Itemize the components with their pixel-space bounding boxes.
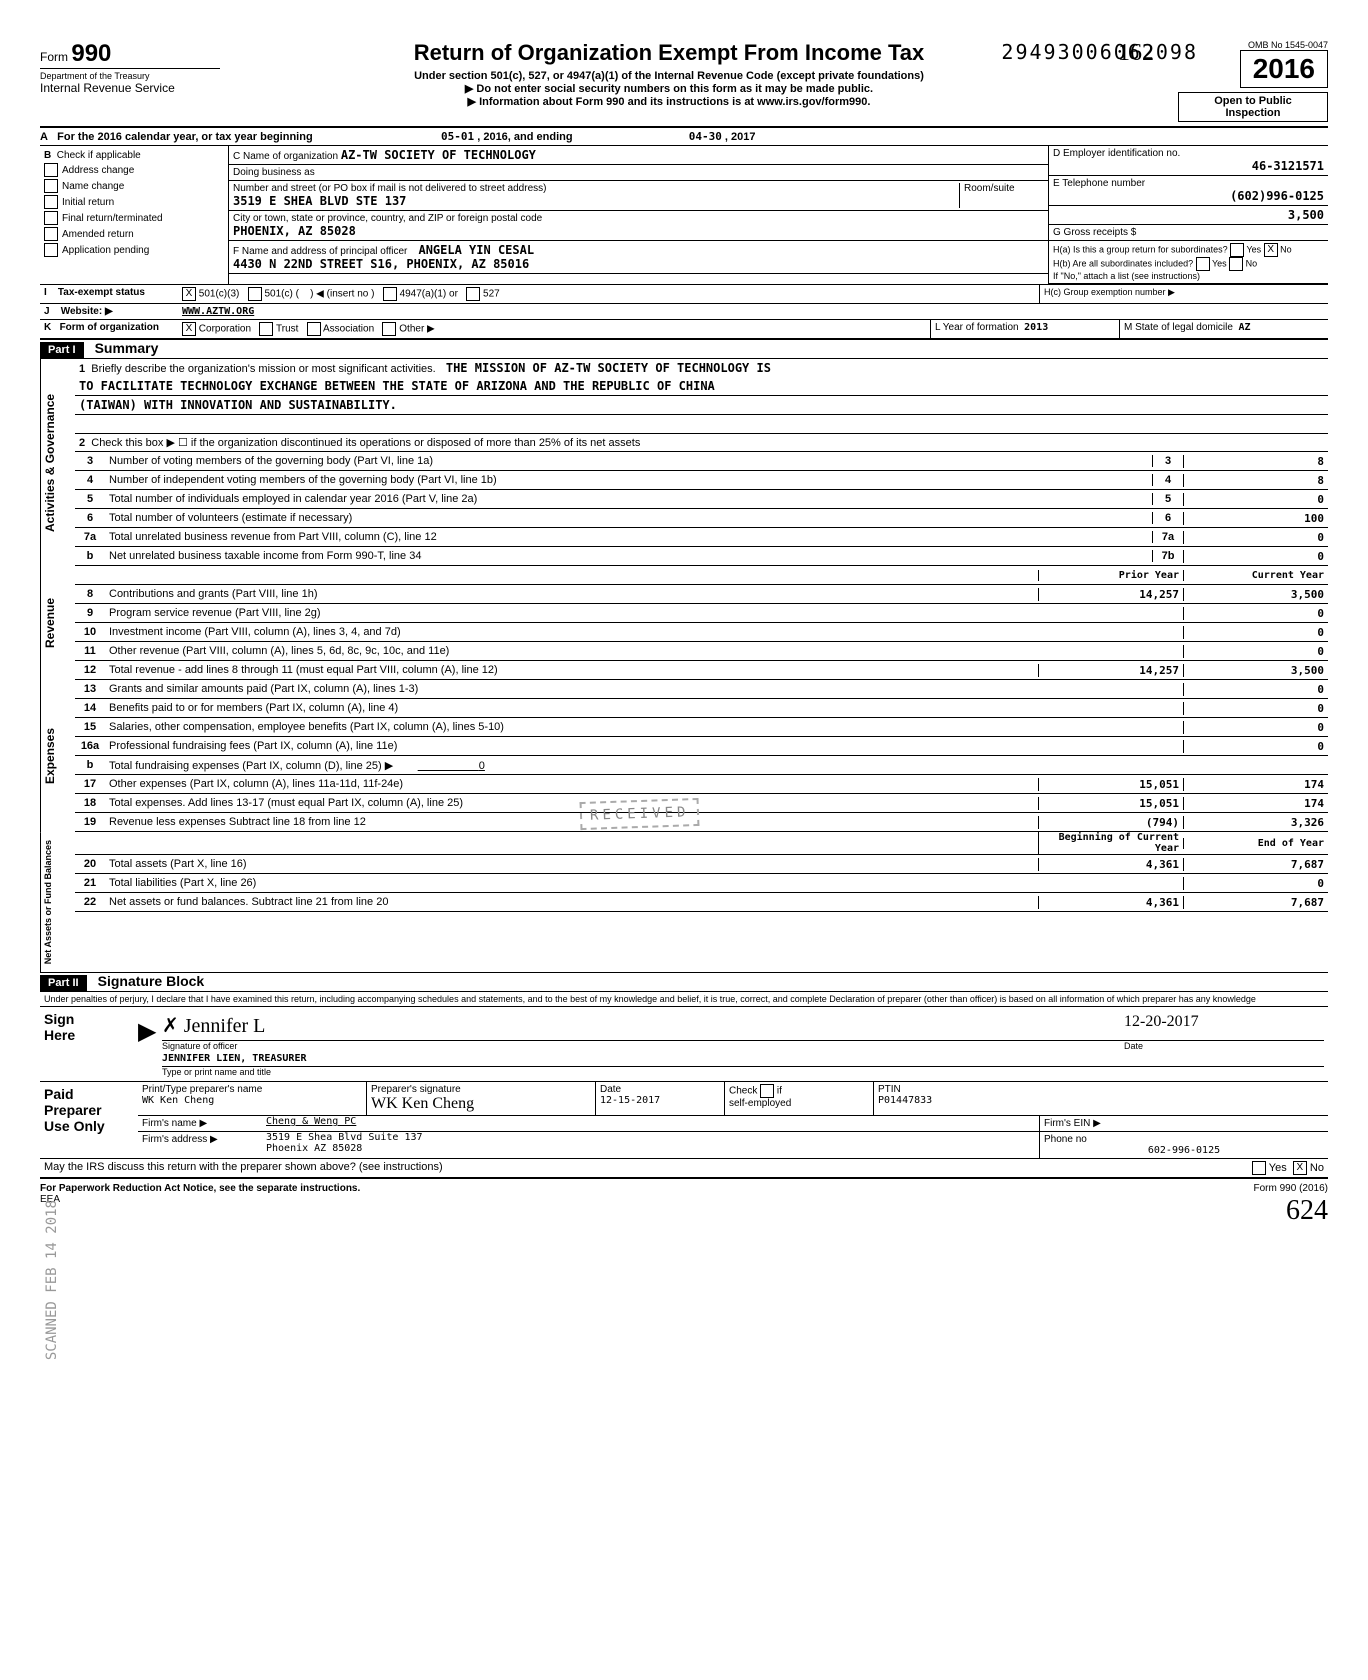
website: WWW.AZTW.ORG (178, 304, 1328, 319)
firm-addr2: Phoenix AZ 85028 (266, 1143, 1039, 1154)
phone: (602)996-0125 (1053, 189, 1324, 203)
subtitle-3: ▶ Information about Form 990 and its ins… (220, 95, 1118, 108)
checkbox-self-employed[interactable] (760, 1084, 774, 1098)
perjury-statement: Under penalties of perjury, I declare th… (40, 992, 1328, 1007)
row-k: K Form of organization X Corporation Tru… (40, 320, 1328, 339)
checkbox-ha-yes[interactable] (1230, 243, 1244, 257)
open-public: Open to Public (1214, 95, 1292, 107)
checkbox-amended[interactable] (44, 227, 58, 241)
checkbox-initial-return[interactable] (44, 195, 58, 209)
section-b: B Check if applicable Address change Nam… (40, 146, 229, 284)
netassets-section: Net Assets or Fund Balances Beginning of… (40, 832, 1328, 972)
row-a: A For the 2016 calendar year, or tax yea… (40, 128, 1328, 146)
checkbox-corporation[interactable]: X (182, 322, 196, 336)
preparer-name: WK Ken Cheng (142, 1095, 214, 1106)
subtitle-2: ▶ Do not enter social security numbers o… (220, 82, 1118, 95)
sign-here: SignHere ▶ ✗ Jennifer L 12-20-2017 Signa… (40, 1007, 1328, 1082)
part-2-header: Part II Signature Block (40, 972, 1328, 992)
line-20: 20Total assets (Part X, line 16)4,3617,6… (75, 855, 1328, 874)
governance-section: Activities & Governance 1 Briefly descri… (40, 359, 1328, 566)
checkbox-527[interactable] (466, 287, 480, 301)
line-13: 13Grants and similar amounts paid (Part … (75, 680, 1328, 699)
line-4: 4Number of independent voting members of… (75, 471, 1328, 490)
discuss-row: May the IRS discuss this return with the… (40, 1159, 1328, 1179)
row-i: I Tax-exempt status X 501(c)(3) 501(c) (… (40, 285, 1328, 304)
line-15: 15Salaries, other compensation, employee… (75, 718, 1328, 737)
firm-addr1: 3519 E Shea Blvd Suite 137 (266, 1132, 1039, 1143)
line-21: 21Total liabilities (Part X, line 26)0 (75, 874, 1328, 893)
line-7b: bNet unrelated business taxable income f… (75, 547, 1328, 566)
checkbox-application-pending[interactable] (44, 243, 58, 257)
line-3: 3Number of voting members of the governi… (75, 452, 1328, 471)
org-name: AZ-TW SOCIETY OF TECHNOLOGY (341, 148, 536, 162)
entity-info-grid: B Check if applicable Address change Nam… (40, 146, 1328, 285)
checkbox-hb-no[interactable] (1229, 257, 1243, 271)
checkbox-4947[interactable] (383, 287, 397, 301)
checkbox-discuss-no[interactable]: X (1293, 1161, 1307, 1175)
inspection: Inspection (1225, 107, 1280, 119)
line-16b: bTotal fundraising expenses (Part IX, co… (75, 756, 1328, 775)
row-j-k: J Website: ▶ WWW.AZTW.ORG (40, 304, 1328, 320)
preparer-signature[interactable]: WK Ken Cheng (371, 1095, 474, 1112)
ein: 46-3121571 (1053, 159, 1324, 173)
checkbox-other[interactable] (382, 322, 396, 336)
subtitle-1: Under section 501(c), 527, or 4947(a)(1)… (220, 70, 1118, 82)
org-address: 3519 E SHEA BLVD STE 137 (233, 194, 406, 208)
line-11: 11Other revenue (Part VIII, column (A), … (75, 642, 1328, 661)
sign-date: 12-20-2017 (1124, 1013, 1324, 1038)
checkbox-501c[interactable] (248, 287, 262, 301)
line-10: 10Investment income (Part VIII, column (… (75, 623, 1328, 642)
line-12: 12Total revenue - add lines 8 through 11… (75, 661, 1328, 680)
officer-signature[interactable]: ✗ Jennifer L (162, 1013, 1124, 1038)
line-9: 9Program service revenue (Part VIII, lin… (75, 604, 1328, 623)
checkbox-name-change[interactable] (44, 179, 58, 193)
form-title: Return of Organization Exempt From Incom… (220, 40, 1118, 66)
checkbox-501c3[interactable]: X (182, 287, 196, 301)
line-16a: 16aProfessional fundraising fees (Part I… (75, 737, 1328, 756)
checkbox-discuss-yes[interactable] (1252, 1161, 1266, 1175)
checkbox-final-return[interactable] (44, 211, 58, 225)
handwritten-bottom: 624 (40, 1195, 1328, 1227)
line-18: 18Total expenses. Add lines 13-17 (must … (75, 794, 1328, 813)
ptin: P01447833 (878, 1095, 932, 1106)
officer-name: ANGELA YIN CESAL (418, 243, 534, 257)
paid-preparer: PaidPreparerUse Only Print/Type preparer… (40, 1082, 1328, 1159)
gross-receipts-amt: 3,500 (1053, 208, 1324, 222)
line-7a: 7aTotal unrelated business revenue from … (75, 528, 1328, 547)
form-number: 990 (71, 40, 111, 67)
line-14: 14Benefits paid to or for members (Part … (75, 699, 1328, 718)
dept-irs: Internal Revenue Service (40, 81, 220, 95)
checkbox-association[interactable] (307, 322, 321, 336)
line-6: 6Total number of volunteers (estimate if… (75, 509, 1328, 528)
checkbox-ha-no[interactable]: X (1264, 243, 1278, 257)
received-stamp: RECEIVED (580, 798, 700, 830)
checkbox-address-change[interactable] (44, 163, 58, 177)
line-22: 22Net assets or fund balances. Subtract … (75, 893, 1328, 912)
firm-phone: 602-996-0125 (1044, 1145, 1324, 1156)
checkbox-trust[interactable] (259, 322, 273, 336)
dln-number: 29493006062098 (1001, 40, 1198, 64)
footer: For Paperwork Reduction Act Notice, see … (40, 1179, 1328, 1194)
preparer-date: 12-15-2017 (600, 1095, 660, 1106)
dept-treasury: Department of the Treasury (40, 68, 220, 81)
line-17: 17Other expenses (Part IX, column (A), l… (75, 775, 1328, 794)
omb-number: OMB No 1545-0047 (1178, 40, 1328, 50)
part-1-header: Part I Summary (40, 339, 1328, 359)
revenue-section: Revenue Prior YearCurrent Year 8Contribu… (40, 566, 1328, 680)
org-city: PHOENIX, AZ 85028 (233, 224, 356, 238)
form-label: Form (40, 50, 68, 64)
line-19: 19Revenue less expenses Subtract line 18… (75, 813, 1328, 832)
officer-printed-name: JENNIFER LIEN, TREASURER (162, 1051, 1324, 1067)
section-d-e-g-h: D Employer identification no.46-3121571 … (1048, 146, 1328, 284)
line-8: 8Contributions and grants (Part VIII, li… (75, 585, 1328, 604)
scanned-stamp: SCANNED FEB 14 2018 (44, 1200, 60, 1360)
section-c: C Name of organization AZ-TW SOCIETY OF … (229, 146, 1048, 284)
officer-addr: 4430 N 22ND STREET S16, PHOENIX, AZ 8501… (233, 257, 529, 271)
tax-year: 2016 (1240, 50, 1328, 88)
checkbox-hb-yes[interactable] (1196, 257, 1210, 271)
firm-name: Cheng & Weng PC (266, 1116, 1039, 1131)
line-5: 5Total number of individuals employed in… (75, 490, 1328, 509)
